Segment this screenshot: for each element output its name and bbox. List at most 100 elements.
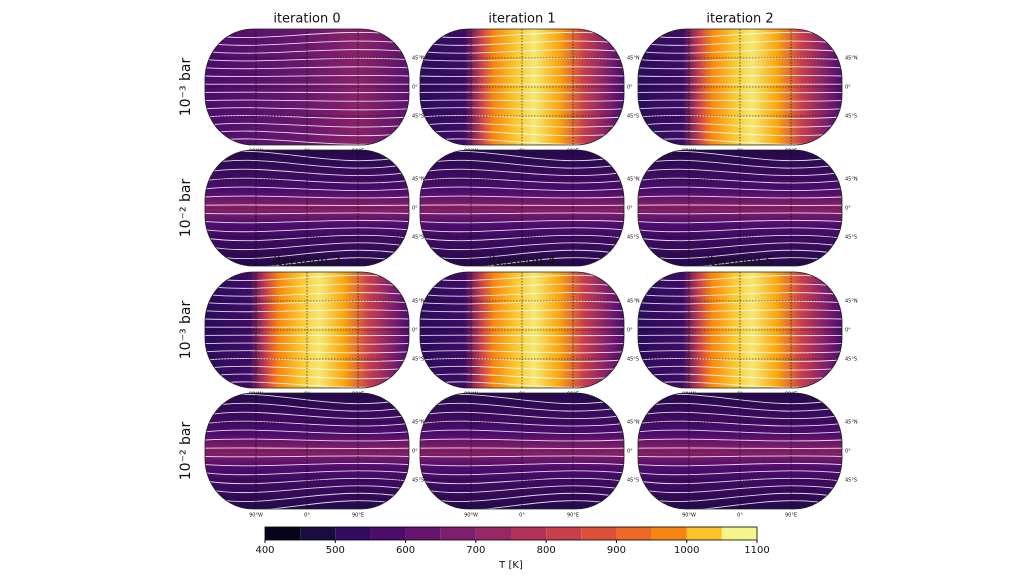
map-panel: [205, 272, 409, 388]
colorbar-segment: [686, 527, 722, 540]
streamline: [638, 485, 842, 494]
lat-label: 45°S: [412, 235, 424, 241]
panel-title: iteration 5: [706, 255, 773, 270]
streamline: [638, 122, 842, 128]
streamline: [205, 177, 409, 184]
panel-title: iteration 4: [488, 255, 555, 270]
lat-label: 0°: [412, 85, 418, 91]
streamline: [420, 186, 624, 191]
streamline: [638, 455, 842, 458]
lat-label: 0°: [412, 449, 418, 455]
streamline: [420, 219, 624, 224]
streamline: [420, 212, 624, 215]
streamline: [638, 402, 842, 412]
streamline: [205, 242, 409, 251]
streamline: [420, 350, 624, 354]
streamline: [205, 420, 409, 427]
streamline: [205, 91, 409, 94]
lon-label: 90°E: [567, 513, 579, 519]
streamline: [420, 342, 624, 345]
streamline: [638, 227, 842, 233]
map-outline: [637, 392, 843, 510]
streamline: [420, 411, 624, 420]
map-outline: [419, 149, 625, 267]
streamline: [420, 234, 624, 242]
streamline: [205, 219, 409, 224]
streamline: [205, 107, 409, 111]
lat-label: 45°N: [845, 420, 858, 426]
streamline: [205, 75, 409, 77]
streamline: [420, 107, 624, 111]
panel-title: iteration 1: [488, 12, 555, 27]
streamline: [205, 492, 409, 502]
streamline: [205, 334, 409, 337]
streamline: [638, 500, 842, 509]
streamline: [205, 186, 409, 191]
streamline: [205, 99, 409, 102]
colorbar-tick-label: 1000: [674, 545, 699, 556]
streamline: [638, 234, 842, 242]
lat-label: 45°N: [412, 56, 425, 62]
map-outline: [204, 271, 410, 389]
streamline: [638, 411, 842, 420]
streamline: [420, 462, 624, 467]
lat-label: 45°S: [627, 357, 639, 363]
streamline: [420, 49, 624, 54]
streamline: [638, 462, 842, 467]
streamline: [638, 159, 842, 169]
streamline: [638, 91, 842, 94]
colorbar-outline: [264, 526, 758, 541]
streamline: [420, 99, 624, 102]
colorbar-tick-label: 700: [466, 545, 485, 556]
lat-label: 45°S: [627, 114, 639, 120]
streamline: [638, 334, 842, 337]
map-panel: [638, 393, 842, 509]
map-panel: [420, 393, 624, 509]
streamline: [205, 373, 409, 380]
streamline: [205, 49, 409, 54]
lat-label: 45°S: [845, 478, 857, 484]
lat-label: 45°N: [412, 299, 425, 305]
lat-label: 45°N: [627, 299, 640, 305]
streamline: [420, 447, 624, 449]
colorbar-tick-label: 600: [396, 545, 415, 556]
streamline: [205, 429, 409, 434]
map-outline: [637, 271, 843, 389]
streamline: [638, 300, 842, 305]
streamline: [205, 350, 409, 354]
lat-label: 45°N: [627, 420, 640, 426]
colorbar-label: T [K]: [498, 560, 523, 571]
streamline: [638, 283, 842, 289]
streamline: [420, 249, 624, 259]
streamline: [638, 107, 842, 111]
streamline: [205, 122, 409, 128]
streamline: [420, 257, 624, 266]
lat-label: 0°: [845, 328, 851, 334]
lat-label: 45°N: [412, 420, 425, 426]
streamline: [638, 309, 842, 313]
map-outline: [419, 271, 625, 389]
streamline: [638, 492, 842, 502]
lat-label: 0°: [627, 449, 633, 455]
streamline: [638, 365, 842, 371]
streamline: [420, 204, 624, 206]
streamline: [638, 477, 842, 485]
streamline: [420, 130, 624, 137]
lat-label: 45°S: [412, 114, 424, 120]
colorbar-tick-label: 500: [326, 545, 345, 556]
streamline: [420, 159, 624, 169]
map-panel: [420, 150, 624, 266]
streamline: [638, 168, 842, 177]
streamline: [638, 212, 842, 215]
streamline: [205, 159, 409, 169]
lon-label: 90°W: [682, 513, 696, 519]
lat-label: 45°N: [627, 177, 640, 183]
streamline: [420, 91, 624, 94]
lat-label: 45°N: [845, 56, 858, 62]
streamline: [420, 500, 624, 509]
streamline: [205, 168, 409, 177]
streamline: [420, 365, 624, 371]
streamline: [638, 257, 842, 266]
map-outline: [419, 392, 625, 510]
